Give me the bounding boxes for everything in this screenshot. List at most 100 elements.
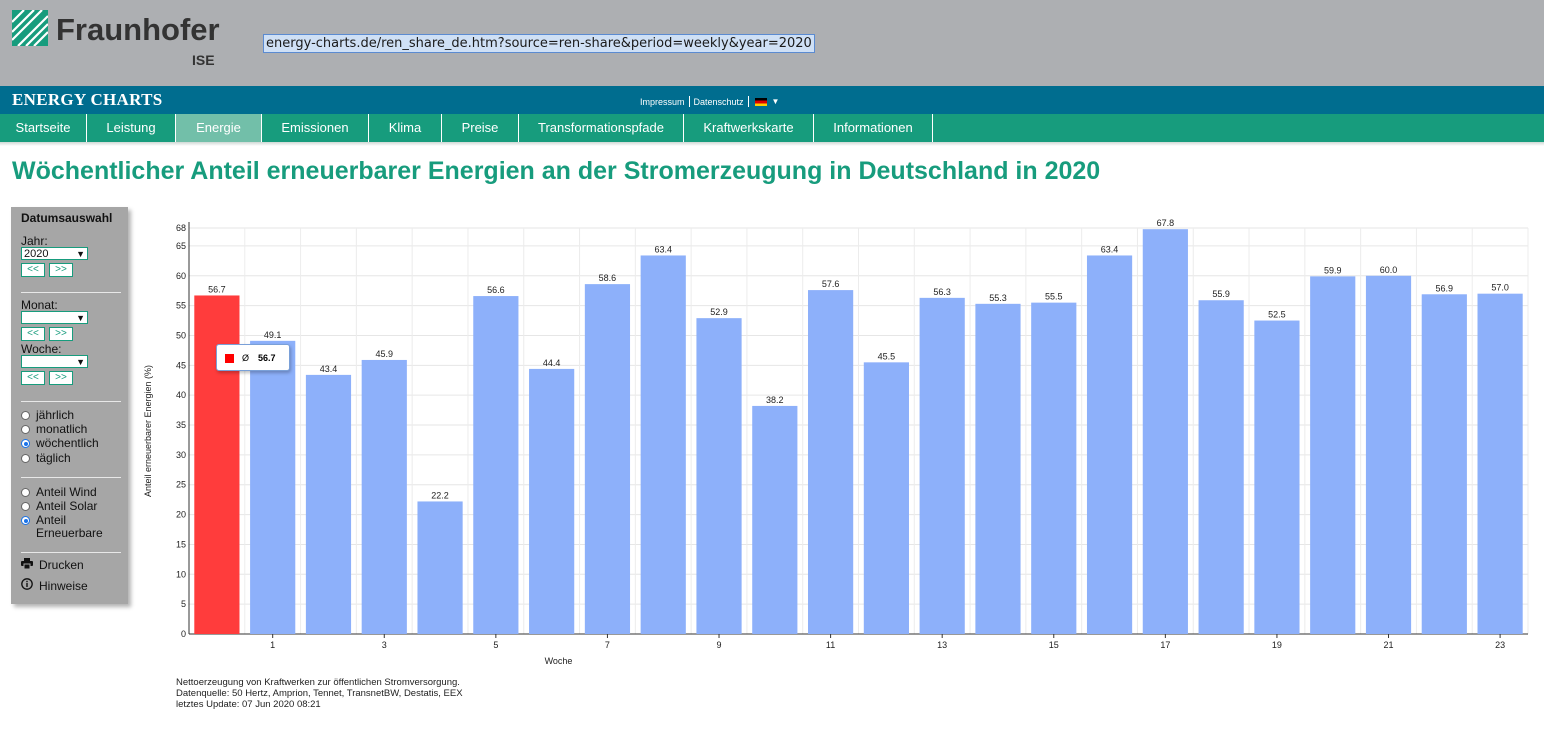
data-label: 55.5 (1045, 292, 1063, 302)
bar (1031, 302, 1077, 634)
radio-selected-icon[interactable] (21, 439, 30, 448)
chart-footnote: Nettoerzeugung von Kraftwerken zur öffen… (176, 677, 463, 710)
source-solar-radio[interactable]: Anteil Solar (21, 500, 97, 513)
bar-chart: 051015202530354045505560656856.749.1143.… (143, 218, 1529, 666)
nav-emissionen[interactable]: Emissionen (262, 114, 369, 142)
x-tick-label: 23 (1495, 640, 1505, 650)
bar (473, 296, 519, 634)
month-select[interactable]: ▼ (21, 311, 88, 324)
y-tick-label: 55 (176, 301, 186, 311)
panel-heading: Datumsauswahl (21, 211, 113, 225)
radio-label: monatlich (36, 422, 88, 436)
bar (1254, 320, 1300, 634)
data-label: 63.4 (1101, 244, 1119, 254)
radio-icon[interactable] (21, 454, 30, 463)
period-yearly-radio[interactable]: jährlich (21, 409, 74, 422)
y-tick-label: 10 (176, 569, 186, 579)
chevron-down-icon: ▼ (76, 357, 85, 367)
source-wind-radio[interactable]: Anteil Wind (21, 486, 97, 499)
x-tick-label: 7 (605, 640, 610, 650)
impressum-link[interactable]: Impressum (640, 96, 685, 107)
divider (21, 401, 121, 402)
url-text[interactable]: energy-charts.de/ren_share_de.htm?source… (263, 34, 815, 53)
y-tick-label: 45 (176, 360, 186, 370)
y-tick-label: 20 (176, 510, 186, 520)
data-label: 43.4 (320, 364, 338, 374)
fraunhofer-logo[interactable]: Fraunhofer ISE (12, 10, 222, 70)
data-label: 60.0 (1380, 265, 1398, 275)
data-label: 59.9 (1324, 265, 1342, 275)
y-tick-label: 60 (176, 271, 186, 281)
radio-icon[interactable] (21, 411, 30, 420)
data-label: 58.6 (599, 273, 617, 283)
german-flag-icon[interactable] (754, 97, 767, 106)
week-prev-button[interactable]: << (21, 371, 45, 385)
x-tick-label: 5 (493, 640, 498, 650)
bar (975, 303, 1021, 634)
source-renewables-radio[interactable]: Anteil Erneuerbare (21, 514, 117, 540)
data-label: 57.0 (1491, 283, 1509, 293)
top-links: Impressum Datenschutz ▼ (640, 96, 779, 107)
nav-leistung[interactable]: Leistung (87, 114, 176, 142)
data-label: 44.4 (543, 358, 561, 368)
footnote-line: letztes Update: 07 Jun 2020 08:21 (176, 699, 321, 710)
radio-icon[interactable] (21, 502, 30, 511)
year-value: 2020 (24, 248, 49, 260)
brand-title[interactable]: ENERGY CHARTS (12, 90, 163, 109)
month-next-button[interactable]: >> (49, 327, 73, 341)
print-label: Drucken (39, 558, 84, 572)
month-prev-button[interactable]: << (21, 327, 45, 341)
data-label: 67.8 (1157, 218, 1175, 228)
chevron-down-icon: ▼ (76, 249, 85, 259)
data-label: 56.9 (1436, 283, 1454, 293)
print-button[interactable]: Drucken (21, 558, 84, 572)
x-tick-label: 9 (717, 640, 722, 650)
period-monthly-radio[interactable]: monatlich (21, 423, 87, 436)
bar (584, 284, 631, 634)
bar (1086, 255, 1133, 634)
divider (21, 552, 121, 553)
nav-preise[interactable]: Preise (442, 114, 519, 142)
logo-name: Fraunhofer (56, 12, 220, 47)
info-label: Hinweise (39, 579, 88, 593)
nav-transformationspfade[interactable]: Transformationspfade (519, 114, 684, 142)
y-tick-label: 40 (176, 390, 186, 400)
x-tick-label: 1 (270, 640, 275, 650)
nav-startseite[interactable]: Startseite (0, 114, 87, 142)
bar (250, 340, 296, 634)
data-label: 55.3 (989, 293, 1007, 303)
nav-energie[interactable]: Energie (176, 114, 262, 142)
week-select[interactable]: ▼ (21, 355, 88, 368)
tooltip-color-swatch (225, 354, 234, 363)
data-label: 22.2 (431, 490, 449, 500)
footnote-line: Nettoerzeugung von Kraftwerken zur öffen… (176, 677, 460, 688)
bar (1477, 293, 1523, 634)
chart-tooltip: Ø 56.7 (216, 344, 290, 371)
info-button[interactable]: Hinweise (21, 578, 88, 593)
radio-icon[interactable] (21, 488, 30, 497)
fraunhofer-logo-icon (12, 10, 48, 46)
y-tick-label: 25 (176, 480, 186, 490)
week-label: Woche: (21, 342, 62, 356)
radio-label: Anteil Solar (36, 499, 98, 513)
period-daily-radio[interactable]: täglich (21, 452, 71, 465)
year-next-button[interactable]: >> (49, 263, 73, 277)
data-label: 38.2 (766, 395, 784, 405)
nav-klima[interactable]: Klima (369, 114, 442, 142)
year-prev-button[interactable]: << (21, 263, 45, 277)
year-select[interactable]: 2020 ▼ (21, 247, 88, 260)
nav-informationen[interactable]: Informationen (814, 114, 933, 142)
tooltip-symbol: Ø (242, 353, 250, 363)
radio-icon[interactable] (21, 425, 30, 434)
y-tick-label: 0 (181, 629, 186, 639)
x-tick-label: 17 (1160, 640, 1170, 650)
data-label: 52.9 (710, 307, 728, 317)
period-weekly-radio[interactable]: wöchentlich (21, 437, 99, 450)
radio-selected-icon[interactable] (21, 516, 30, 525)
chevron-down-icon[interactable]: ▼ (771, 97, 780, 106)
week-next-button[interactable]: >> (49, 371, 73, 385)
nav-kraftwerkskarte[interactable]: Kraftwerkskarte (684, 114, 814, 142)
datenschutz-link[interactable]: Datenschutz (693, 96, 744, 107)
link-divider (688, 96, 690, 107)
tooltip-value: 56.7 (258, 353, 276, 363)
